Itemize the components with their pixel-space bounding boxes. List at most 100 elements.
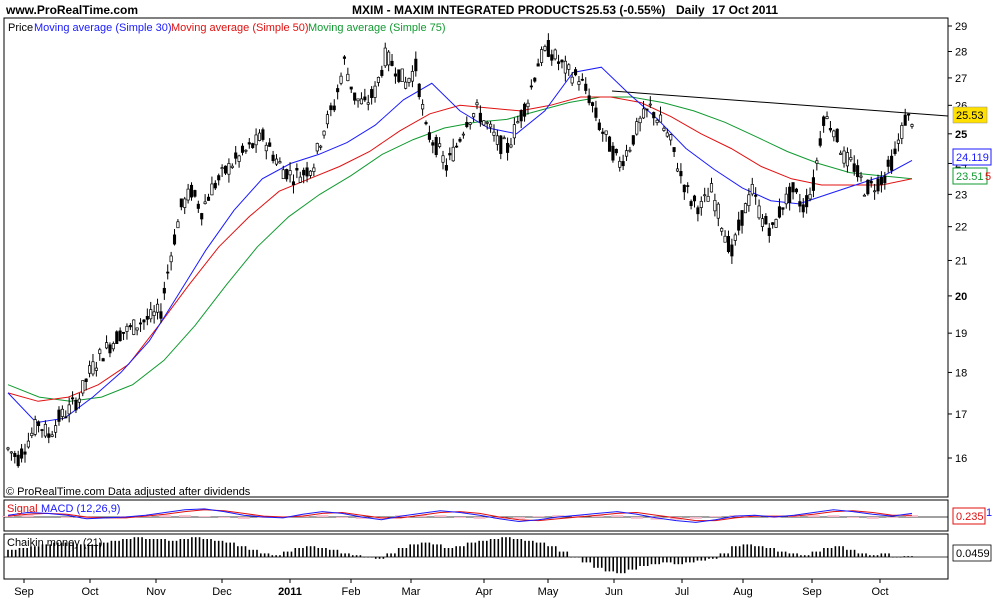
macd-hist-bar (512, 517, 525, 519)
candlesticks (6, 33, 914, 468)
chaikin-bar (443, 548, 446, 557)
candle (733, 232, 737, 246)
candle (210, 176, 214, 196)
x-tick-label: Sep (14, 586, 34, 598)
chaikin-bar (788, 553, 791, 557)
candle (716, 202, 720, 227)
candle (825, 111, 829, 120)
candle (159, 303, 163, 324)
candle (285, 168, 289, 182)
candle (703, 187, 707, 203)
candle (373, 81, 377, 103)
macd-hist-bar (414, 515, 427, 517)
candle (94, 361, 98, 377)
chaikin-bar (447, 548, 450, 557)
chaikin-bar (623, 557, 626, 574)
macd-hist-bar (218, 517, 231, 518)
chaikin-bar (899, 557, 902, 558)
chaikin-bar (459, 546, 461, 557)
chaikin-bar (397, 548, 400, 557)
candle (9, 451, 13, 461)
chaikin-bar (206, 539, 208, 557)
candle (523, 102, 527, 122)
chaikin-bar (102, 542, 105, 557)
candle (71, 391, 75, 405)
chaikin-bar (279, 555, 281, 557)
chaikin-bar (122, 539, 124, 557)
candle (366, 94, 370, 111)
chaikin-bar (849, 549, 852, 557)
chaikin-bar (558, 551, 561, 557)
candle (91, 354, 95, 377)
chaikin-bar (892, 557, 894, 558)
candle (172, 229, 177, 246)
chaikin-bar (566, 551, 569, 557)
chaikin-bar (505, 537, 507, 557)
candle (390, 53, 394, 67)
candle (587, 88, 591, 106)
chaikin-bar (409, 544, 412, 557)
chaikin-bar (853, 549, 856, 557)
chaikin-bar (819, 551, 821, 557)
candle (247, 138, 251, 149)
macd-hist-bar (178, 515, 191, 517)
chaikin-bar (11, 549, 13, 557)
chaikin-bar (282, 551, 285, 557)
chaikin-bar (497, 539, 500, 557)
candle (319, 144, 323, 151)
date-label: 17 Oct 2011 (712, 3, 778, 17)
price-panel (3, 17, 949, 498)
macd-hist-bar (552, 515, 565, 517)
candle (81, 380, 85, 397)
macd-label: MACD (12,26,9) (41, 503, 120, 515)
candle (295, 163, 299, 179)
chaikin-bar (777, 551, 779, 557)
chaikin-bar (765, 548, 768, 557)
x-tick-label: May (538, 586, 559, 598)
candle (461, 131, 465, 139)
candle (567, 63, 571, 76)
chaikin-bar (857, 553, 860, 557)
candle (686, 182, 690, 194)
candle (883, 171, 887, 190)
candle (675, 162, 680, 173)
candle (774, 218, 778, 229)
candle (760, 213, 765, 232)
macd-line (7, 508, 913, 523)
candle (448, 147, 452, 161)
macd-value-partial: 1 (986, 507, 992, 519)
candle (757, 199, 761, 220)
candle (458, 137, 462, 143)
candle (652, 111, 656, 126)
chaikin-bar (501, 537, 503, 557)
chaikin-bar (87, 544, 90, 557)
candle (264, 142, 268, 160)
candle (274, 154, 279, 167)
candle (240, 143, 245, 156)
candle (536, 58, 540, 67)
chaikin-bar (616, 557, 618, 574)
candle (533, 77, 537, 83)
time-axis: Sep Oct Nov Dec 2011 Feb Mar Apr May Jun Jul Aug Sep… (14, 579, 889, 598)
chaikin-bar (750, 544, 752, 557)
candle (145, 308, 149, 326)
macd-hist-bar (60, 517, 73, 518)
candle (818, 130, 822, 148)
candle (624, 144, 629, 161)
chaikin-bar (45, 544, 48, 557)
chaikin-bar (183, 539, 186, 557)
candle (206, 193, 211, 201)
candle (506, 137, 510, 161)
macd-hist-bar (807, 515, 820, 517)
chaikin-bar (792, 553, 795, 557)
candle (529, 79, 533, 90)
chaikin-bar (589, 557, 592, 563)
x-tick-label: Apr (475, 586, 492, 598)
chaikin-bar (543, 542, 546, 557)
chaikin-bar (719, 553, 722, 557)
chaikin-bar (734, 546, 737, 557)
candle (540, 46, 544, 67)
last-price-box: 25.53 (952, 106, 988, 124)
macd-hist-bar (198, 516, 211, 517)
chaikin-bar (627, 557, 630, 570)
